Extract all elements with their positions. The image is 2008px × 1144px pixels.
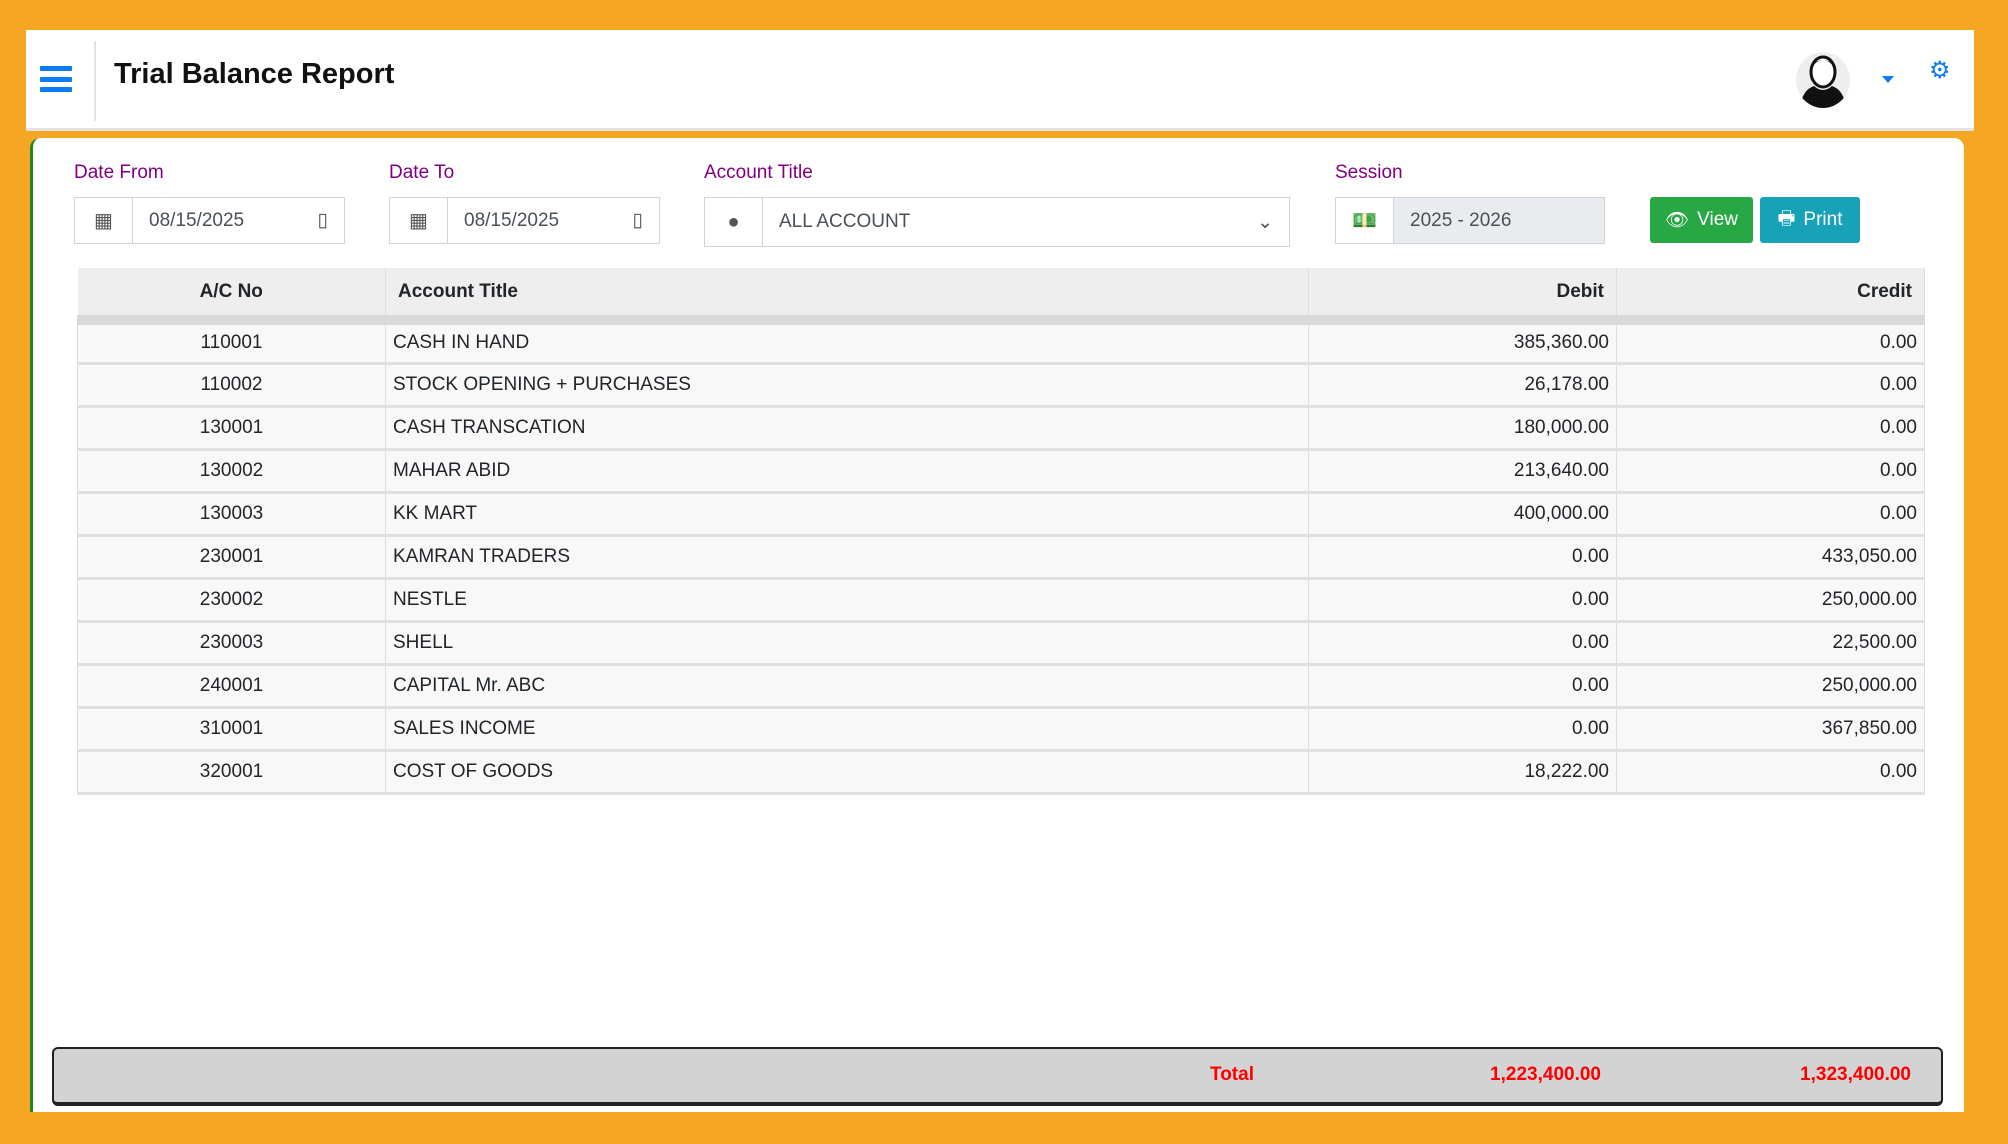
credit-cell: 367,850.00 <box>1616 706 1925 752</box>
calendar-icon: ▦ <box>390 198 448 243</box>
account-title-cell: CASH TRANSCATION <box>385 405 1309 451</box>
report-card: Date From ▦ 08/15/2025 ▯ Date To ▦ 08/15/… <box>30 138 1964 1112</box>
view-label: View <box>1697 209 1738 230</box>
account-title-cell: KK MART <box>385 491 1309 537</box>
date-to-label: Date To <box>389 162 455 183</box>
account-title-cell: CASH IN HAND <box>385 319 1309 365</box>
session-label: Session <box>1335 162 1403 183</box>
page-title: Trial Balance Report <box>114 58 395 90</box>
date-from-label: Date From <box>74 162 164 183</box>
table-row: 230003 SHELL 0.00 22,500.00 <box>77 620 1925 666</box>
calendar-picker-icon[interactable]: ▯ <box>317 210 328 231</box>
table-row: 240001 CAPITAL Mr. ABC 0.00 250,000.00 <box>77 663 1925 709</box>
debit-cell: 385,360.00 <box>1308 319 1617 365</box>
view-button[interactable]: 👁 View <box>1650 197 1753 243</box>
col-ac-no: A/C No <box>77 268 386 325</box>
debit-cell: 0.00 <box>1308 706 1617 752</box>
credit-cell: 250,000.00 <box>1616 663 1925 709</box>
col-debit: Debit <box>1308 268 1617 325</box>
print-label: Print <box>1803 209 1843 230</box>
divider <box>94 41 96 121</box>
account-title-cell: SHELL <box>385 620 1309 666</box>
account-title-cell: STOCK OPENING + PURCHASES <box>385 362 1309 408</box>
debit-cell: 180,000.00 <box>1308 405 1617 451</box>
ac-no-cell: 310001 <box>77 706 386 752</box>
session-input: 💵 2025 - 2026 <box>1335 197 1605 244</box>
ac-no-cell: 230001 <box>77 534 386 580</box>
gear-icon[interactable]: ⚙ <box>1929 57 1951 84</box>
credit-cell: 0.00 <box>1616 448 1925 494</box>
table-row: 230001 KAMRAN TRADERS 0.00 433,050.00 <box>77 534 1925 580</box>
debit-cell: 0.00 <box>1308 577 1617 623</box>
col-credit: Credit <box>1616 268 1925 325</box>
account-title-select[interactable]: ● ALL ACCOUNT ⌄ <box>704 197 1290 247</box>
credit-cell: 0.00 <box>1616 319 1925 365</box>
print-icon: 🖶 <box>1777 208 1796 229</box>
chevron-down-icon: ⌄ <box>1257 211 1273 233</box>
print-button[interactable]: 🖶 Print <box>1760 197 1860 243</box>
credit-cell: 0.00 <box>1616 491 1925 537</box>
ac-no-cell: 230003 <box>77 620 386 666</box>
ac-no-cell: 230002 <box>77 577 386 623</box>
account-title-cell: MAHAR ABID <box>385 448 1309 494</box>
account-title-label: Account Title <box>704 162 813 183</box>
user-icon: ● <box>705 198 763 246</box>
credit-cell: 0.00 <box>1616 362 1925 408</box>
date-from-value: 08/15/2025 <box>149 209 245 231</box>
debit-cell: 400,000.00 <box>1308 491 1617 537</box>
calendar-icon: ▦ <box>75 198 133 243</box>
table-row: 230002 NESTLE 0.00 250,000.00 <box>77 577 1925 623</box>
table-row: 130003 KK MART 400,000.00 0.00 <box>77 491 1925 537</box>
account-title-cell: SALES INCOME <box>385 706 1309 752</box>
hamburger-menu-icon[interactable] <box>40 66 72 92</box>
credit-cell: 22,500.00 <box>1616 620 1925 666</box>
credit-cell: 250,000.00 <box>1616 577 1925 623</box>
ac-no-cell: 130002 <box>77 448 386 494</box>
account-title-cell: KAMRAN TRADERS <box>385 534 1309 580</box>
credit-cell: 0.00 <box>1616 749 1925 795</box>
account-title-cell: CAPITAL Mr. ABC <box>385 663 1309 709</box>
debit-cell: 0.00 <box>1308 534 1617 580</box>
table-row: 110001 CASH IN HAND 385,360.00 0.00 <box>77 319 1925 365</box>
top-header: Trial Balance Report ⚙ <box>26 30 1974 131</box>
money-icon: 💵 <box>1336 198 1394 243</box>
credit-cell: 0.00 <box>1616 405 1925 451</box>
date-from-input[interactable]: ▦ 08/15/2025 ▯ <box>74 197 345 244</box>
total-credit: 1,323,400.00 <box>1800 1064 1911 1085</box>
totals-bar: Total 1,223,400.00 1,323,400.00 <box>52 1047 1943 1106</box>
account-title-cell: NESTLE <box>385 577 1309 623</box>
credit-cell: 433,050.00 <box>1616 534 1925 580</box>
table-row: 320001 COST OF GOODS 18,222.00 0.00 <box>77 749 1925 795</box>
user-dropdown-caret-icon[interactable] <box>1882 76 1894 83</box>
user-avatar[interactable] <box>1796 52 1850 108</box>
ac-no-cell: 320001 <box>77 749 386 795</box>
debit-cell: 18,222.00 <box>1308 749 1617 795</box>
session-value: 2025 - 2026 <box>1410 209 1512 231</box>
debit-cell: 0.00 <box>1308 620 1617 666</box>
ac-no-cell: 110001 <box>77 319 386 365</box>
ac-no-cell: 240001 <box>77 663 386 709</box>
table-row: 110002 STOCK OPENING + PURCHASES 26,178.00… <box>77 362 1925 408</box>
debit-cell: 213,640.00 <box>1308 448 1617 494</box>
account-title-value: ALL ACCOUNT <box>779 211 911 232</box>
table-row: 130001 CASH TRANSCATION 180,000.00 0.00 <box>77 405 1925 451</box>
table-row: 130002 MAHAR ABID 213,640.00 0.00 <box>77 448 1925 494</box>
date-to-input[interactable]: ▦ 08/15/2025 ▯ <box>389 197 660 244</box>
ac-no-cell: 110002 <box>77 362 386 408</box>
debit-cell: 26,178.00 <box>1308 362 1617 408</box>
total-label: Total <box>1210 1064 1254 1085</box>
trial-balance-table: A/C No Account Title Debit Credit 110001… <box>77 268 1925 795</box>
eye-icon: 👁 <box>1665 210 1690 231</box>
account-title-cell: COST OF GOODS <box>385 749 1309 795</box>
date-to-value: 08/15/2025 <box>464 209 560 231</box>
col-account-title: Account Title <box>385 268 1309 325</box>
calendar-picker-icon[interactable]: ▯ <box>632 210 643 231</box>
debit-cell: 0.00 <box>1308 663 1617 709</box>
ac-no-cell: 130001 <box>77 405 386 451</box>
ac-no-cell: 130003 <box>77 491 386 537</box>
table-row: 310001 SALES INCOME 0.00 367,850.00 <box>77 706 1925 752</box>
total-debit: 1,223,400.00 <box>1490 1064 1601 1085</box>
